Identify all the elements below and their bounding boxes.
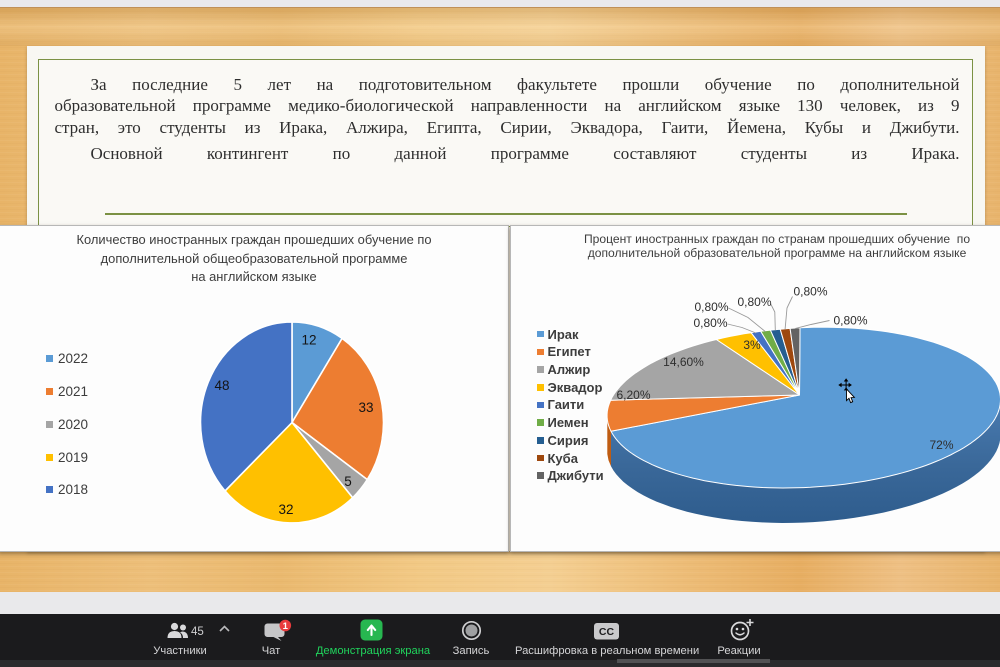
svg-text:1: 1 (283, 621, 289, 632)
svg-text:33: 33 (358, 400, 373, 415)
svg-text:3%: 3% (743, 337, 761, 351)
svg-text:0,80%: 0,80% (694, 300, 728, 314)
svg-text:CC: CC (599, 626, 615, 638)
svg-text:0,80%: 0,80% (737, 295, 771, 309)
svg-text:5: 5 (344, 474, 352, 489)
svg-text:0,80%: 0,80% (693, 316, 727, 330)
svg-text:0,80%: 0,80% (833, 313, 867, 327)
svg-text:48: 48 (214, 378, 229, 393)
svg-text:72%: 72% (929, 437, 953, 451)
svg-text:0,80%: 0,80% (793, 284, 827, 298)
svg-text:6,20%: 6,20% (616, 387, 650, 401)
svg-text:14,60%: 14,60% (663, 354, 704, 368)
svg-text:12: 12 (301, 332, 316, 347)
svg-text:32: 32 (278, 502, 293, 517)
svg-text:45: 45 (191, 626, 204, 638)
